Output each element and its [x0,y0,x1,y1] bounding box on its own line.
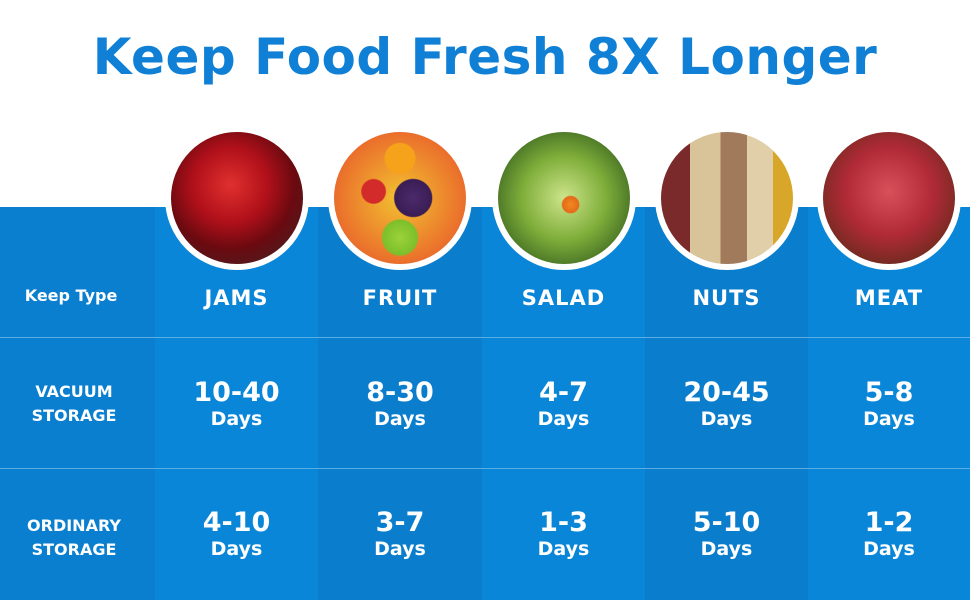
column-header: SALAD [521,286,606,310]
column-header: NUTS [692,286,761,310]
row-label-ordinary-storage: ORDINARY STORAGE [0,514,148,562]
column-header: MEAT [854,286,924,310]
column-salad [482,207,645,600]
ordinary-range: 1-2 [864,507,914,538]
row-divider [0,337,970,338]
ordinary-range: 4-10 [202,507,271,538]
vacuum-unit: Days [374,408,426,430]
vacuum-unit: Days [537,408,590,430]
ordinary-unit: Days [537,538,590,560]
column-header: JAMS [204,286,269,310]
ordinary-range: 1-3 [539,507,588,538]
vacuum-range: 10-40 [193,377,280,408]
label-column [0,207,155,600]
ordinary-unit: Days [863,538,915,560]
raw-steak-image [817,126,961,270]
label-line: VACUUM [35,382,113,401]
ordinary-range: 3-7 [375,507,425,538]
column-nuts [645,207,808,600]
column-jams [155,207,318,600]
label-line: ORDINARY [27,516,121,535]
beans-nuts-image [654,126,799,270]
label-line: STORAGE [31,540,117,559]
page-title: Keep Food Fresh 8X Longer [92,28,878,86]
green-salad-image [491,126,636,270]
vacuum-range: 8-30 [366,377,434,408]
row-label-vacuum-storage: VACUUM STORAGE [0,380,148,428]
column-meat [808,207,970,600]
ordinary-unit: Days [374,538,426,560]
vacuum-range: 5-8 [864,377,914,408]
vacuum-range: 20-45 [683,377,770,408]
jam-jar-image [164,126,309,270]
ordinary-unit: Days [700,538,753,560]
row-label-keep-type: Keep Type [24,286,118,305]
row-divider [0,468,970,469]
column-fruit [318,207,482,600]
ordinary-unit: Days [210,538,263,560]
ordinary-range: 5-10 [692,507,761,538]
mixed-fruit-image [328,126,472,270]
vacuum-unit: Days [700,408,753,430]
vacuum-unit: Days [863,408,915,430]
column-header: FRUIT [362,286,438,310]
vacuum-unit: Days [210,408,263,430]
label-line: STORAGE [31,406,117,425]
vacuum-range: 4-7 [539,377,588,408]
